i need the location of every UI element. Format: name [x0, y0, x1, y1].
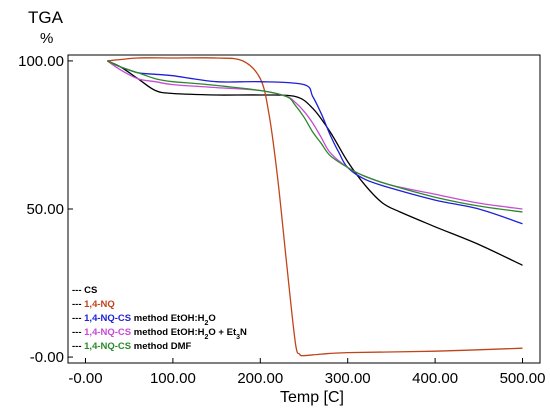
x-tick-label: 400.00 [412, 370, 458, 387]
y-tick-label: -0.00 [30, 349, 64, 366]
legend-entry-4: --- 1,4-NQ-CS method EtOH:H2O + Et3N [72, 327, 247, 341]
x-tick-label: 100.00 [150, 370, 196, 387]
x-axis-label: Temp [C] [280, 389, 344, 406]
y-tick-label: 50.00 [26, 201, 64, 218]
series-line-1 [107, 60, 523, 266]
legend: --- CS --- 1,4-NQ --- 1,4-NQ-CS method EtO… [72, 285, 247, 352]
series-line-5 [107, 60, 523, 213]
legend-entry-1: --- CS [72, 285, 97, 296]
y-axis-label: % [40, 30, 53, 47]
data-series [106, 57, 523, 357]
legend-entry-2: --- 1,4-NQ [72, 299, 115, 310]
x-tick-label: 200.00 [237, 370, 283, 387]
x-tick-label: -0.00 [68, 370, 102, 387]
series-line-3 [107, 60, 523, 225]
x-tick-label: 300.00 [325, 370, 371, 387]
series-line-2 [107, 57, 523, 357]
chart-title: TGA [28, 8, 64, 27]
x-tick-label: 500.00 [500, 370, 546, 387]
legend-entry-5: --- 1,4-NQ-CS method DMF [72, 341, 191, 352]
y-tick-label: 100.00 [18, 53, 64, 70]
legend-entry-3: --- 1,4-NQ-CS method EtOH:H2O [72, 313, 216, 327]
axis-ticks: -0.00 100.00 200.00 300.00 400.00 500.00 -0.00… [18, 53, 545, 387]
